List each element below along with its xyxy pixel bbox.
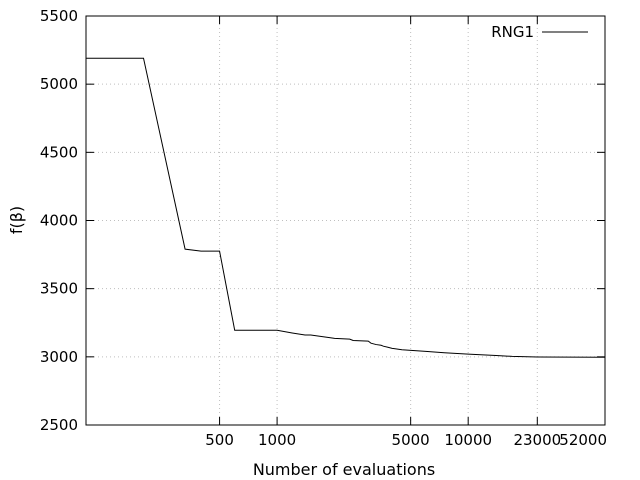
- x-tick-label: 10000: [444, 431, 492, 449]
- plot-frame: [85, 15, 606, 426]
- tick-marks: [86, 15, 606, 426]
- series-line-rng1: [86, 57, 606, 358]
- legend-label: RNG1: [491, 23, 534, 41]
- y-tick-label: 4500: [40, 143, 78, 161]
- y-tick-label: 3500: [40, 280, 78, 298]
- x-tick-label: 23000: [513, 431, 561, 449]
- y-tick-label: 4000: [40, 212, 78, 230]
- x-tick-label: 52000: [559, 431, 607, 449]
- x-tick-label: 5000: [392, 431, 430, 449]
- y-tick-label: 5500: [40, 7, 78, 25]
- y-tick-label: 3000: [40, 348, 78, 366]
- y-tick-labels: 2500 3000 3500 4000 4500 5000 5500: [40, 7, 78, 434]
- x-axis-label: Number of evaluations: [253, 460, 435, 479]
- y-axis-label: f(β): [7, 206, 26, 234]
- x-tick-label: 1000: [258, 431, 296, 449]
- x-tick-label: 500: [205, 431, 234, 449]
- y-tick-label: 2500: [40, 416, 78, 434]
- legend: RNG1: [491, 23, 588, 41]
- y-tick-label: 5000: [40, 75, 78, 93]
- grid-lines: [86, 16, 605, 425]
